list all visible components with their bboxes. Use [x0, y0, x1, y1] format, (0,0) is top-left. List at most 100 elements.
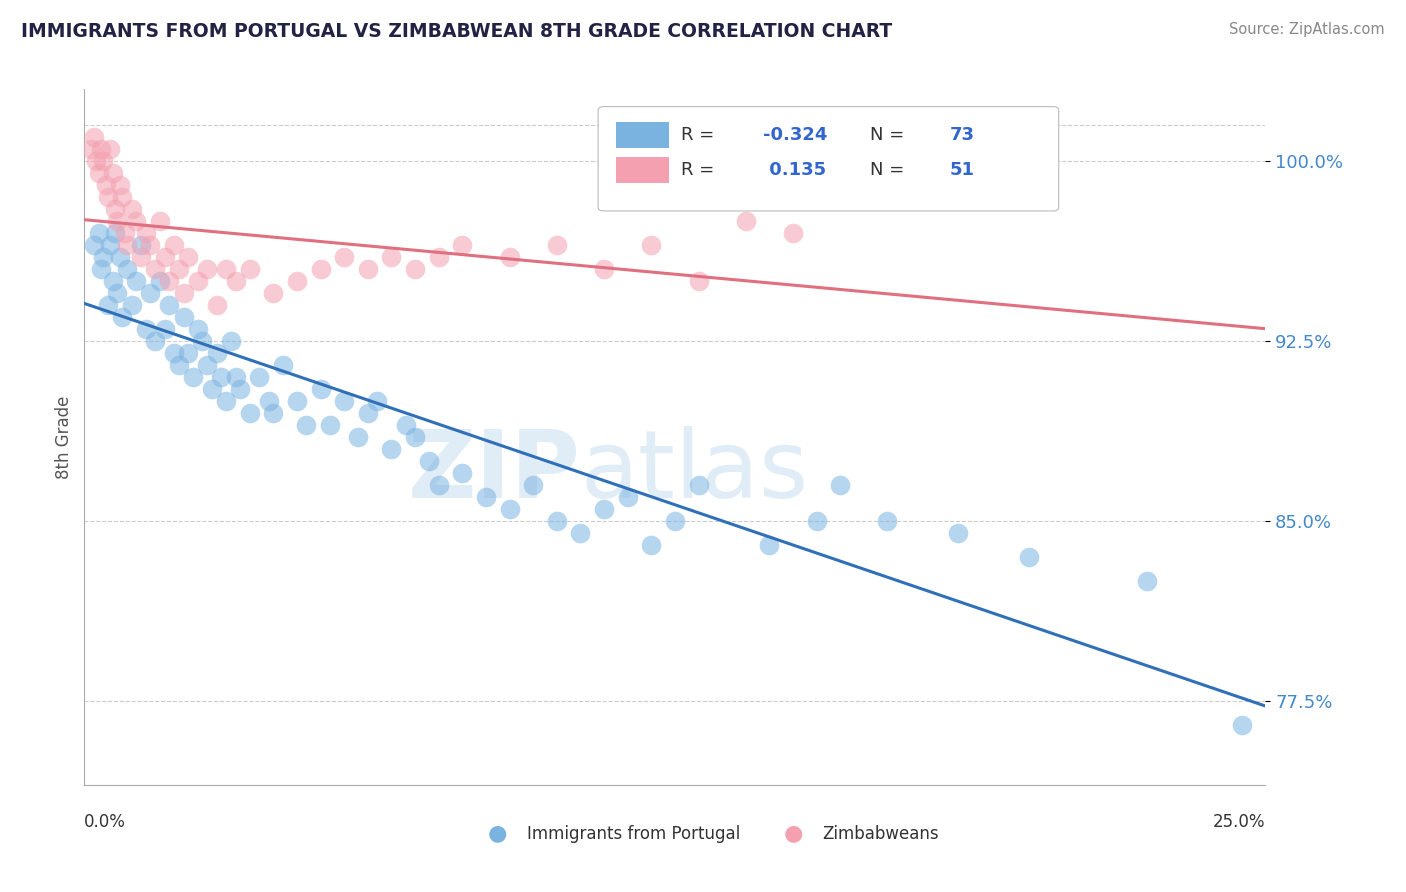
Point — [593, 262, 616, 277]
Point — [104, 202, 127, 216]
Point — [427, 478, 450, 492]
Point — [498, 502, 520, 516]
Point — [129, 250, 152, 264]
Point — [129, 238, 152, 252]
Point — [83, 130, 105, 145]
Point — [90, 262, 112, 277]
Text: 73: 73 — [950, 126, 976, 145]
Text: ●: ● — [783, 823, 803, 844]
Point — [181, 370, 204, 384]
Y-axis label: 8th Grade: 8th Grade — [55, 395, 73, 479]
Point — [640, 238, 662, 252]
Point — [191, 334, 214, 348]
Point — [309, 262, 332, 277]
Point — [98, 238, 121, 252]
Point — [115, 238, 138, 252]
Text: Source: ZipAtlas.com: Source: ZipAtlas.com — [1229, 22, 1385, 37]
Point — [1136, 574, 1159, 588]
Point — [546, 514, 568, 528]
Point — [215, 262, 238, 277]
Point — [394, 418, 416, 433]
Point — [173, 310, 195, 325]
Point — [87, 166, 110, 180]
FancyBboxPatch shape — [598, 106, 1059, 211]
Point — [195, 262, 218, 277]
Text: R =: R = — [681, 161, 720, 179]
Point — [187, 274, 209, 288]
Point — [97, 190, 120, 204]
Point — [163, 238, 186, 252]
Bar — [616, 122, 669, 148]
Point — [876, 514, 898, 528]
Point — [163, 346, 186, 360]
Point — [139, 238, 162, 252]
Point — [149, 214, 172, 228]
Point — [91, 154, 114, 169]
Point — [205, 298, 228, 312]
Point — [187, 322, 209, 336]
Point — [664, 514, 686, 528]
Point — [948, 526, 970, 541]
Point — [157, 274, 180, 288]
Point — [177, 250, 200, 264]
Text: Zimbabweans: Zimbabweans — [823, 825, 939, 843]
Point — [418, 454, 440, 468]
Point — [94, 178, 117, 193]
Point — [522, 478, 544, 492]
Text: N =: N = — [870, 161, 910, 179]
Point — [101, 166, 124, 180]
Point — [734, 214, 756, 228]
Text: IMMIGRANTS FROM PORTUGAL VS ZIMBABWEAN 8TH GRADE CORRELATION CHART: IMMIGRANTS FROM PORTUGAL VS ZIMBABWEAN 8… — [21, 22, 893, 41]
Text: -0.324: -0.324 — [763, 126, 828, 145]
Point — [108, 178, 131, 193]
Point — [546, 238, 568, 252]
Point — [309, 382, 332, 396]
Point — [219, 334, 242, 348]
Point — [830, 478, 852, 492]
Text: N =: N = — [870, 126, 910, 145]
Point — [239, 406, 262, 420]
Point — [149, 274, 172, 288]
Point — [98, 142, 121, 156]
Point — [143, 334, 166, 348]
Point — [90, 142, 112, 156]
Text: 0.135: 0.135 — [763, 161, 827, 179]
Point — [380, 442, 402, 456]
Text: 0.0%: 0.0% — [84, 813, 127, 830]
Text: atlas: atlas — [581, 425, 808, 518]
Point — [107, 214, 129, 228]
Point — [125, 214, 148, 228]
Point — [107, 286, 129, 301]
Point — [475, 490, 498, 504]
Point — [333, 394, 356, 409]
Point — [135, 322, 157, 336]
Text: ●: ● — [488, 823, 508, 844]
Point — [404, 430, 426, 444]
Text: ZIP: ZIP — [408, 425, 581, 518]
Text: R =: R = — [681, 126, 720, 145]
Point — [114, 226, 136, 240]
Point — [498, 250, 520, 264]
Point — [205, 346, 228, 360]
Bar — [616, 157, 669, 183]
Point — [366, 394, 388, 409]
Point — [806, 514, 828, 528]
Point — [1018, 549, 1040, 564]
Point — [427, 250, 450, 264]
Point — [285, 394, 308, 409]
Point — [153, 322, 176, 336]
Point — [782, 226, 804, 240]
Point — [247, 370, 270, 384]
Point — [111, 190, 134, 204]
Point — [758, 538, 780, 552]
Point — [209, 370, 232, 384]
Point — [357, 262, 380, 277]
Point — [135, 226, 157, 240]
Point — [201, 382, 224, 396]
Point — [125, 274, 148, 288]
Point — [569, 526, 592, 541]
Point — [451, 238, 474, 252]
Point — [115, 262, 138, 277]
Point — [262, 406, 284, 420]
Point — [121, 298, 143, 312]
